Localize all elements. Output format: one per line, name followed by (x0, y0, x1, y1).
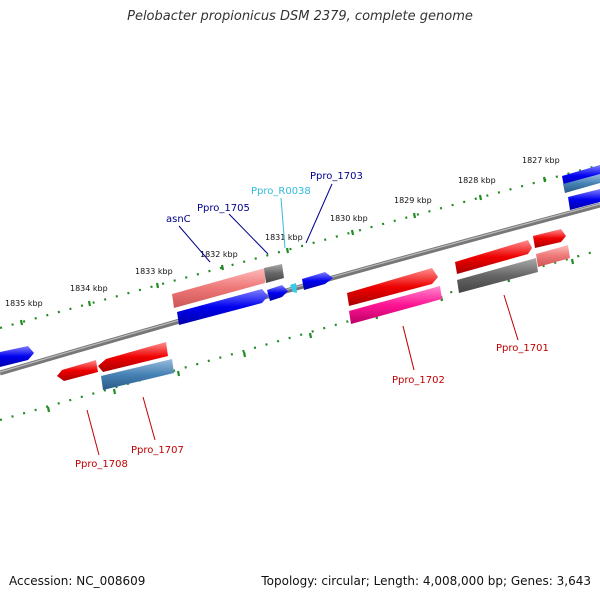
gene-gray-asnC-region[interactable] (264, 264, 284, 283)
label-asnC[interactable]: asnC (166, 214, 191, 225)
label-Ppro_1705[interactable]: Ppro_1705 (197, 203, 250, 214)
gene-blue-edge-right-2[interactable] (568, 189, 600, 210)
tick-label-1827: 1827 kbp (522, 156, 560, 165)
gene-red-upper-right[interactable] (455, 240, 532, 274)
gene-blue-1703[interactable] (302, 272, 333, 290)
genome-summary-text: Topology: circular; Length: 4,008,000 bp… (261, 574, 591, 588)
gene-pink-1701b[interactable] (536, 245, 570, 267)
gene-blue-edge-left[interactable] (0, 346, 34, 367)
gene-pink-1705-region[interactable] (172, 268, 265, 308)
label-Ppro_1702[interactable]: Ppro_1702 (392, 375, 445, 386)
upper-major-ticks (19, 176, 547, 326)
upper-gene-track (0, 165, 600, 367)
lower-gene-track (57, 245, 570, 390)
gene-steel-1707[interactable] (101, 359, 174, 390)
tick-label-1835: 1835 kbp (5, 299, 43, 308)
label-Ppro_1703[interactable]: Ppro_1703 (310, 171, 363, 182)
tick-label-1832: 1832 kbp (200, 250, 238, 259)
gene-gray-1701[interactable] (457, 258, 538, 293)
gene-magenta-1702[interactable] (349, 286, 442, 324)
label-Ppro_1701[interactable]: Ppro_1701 (496, 343, 549, 354)
label-Ppro_1707[interactable]: Ppro_1707 (131, 445, 184, 456)
accession-text: Accession: NC_008609 (9, 574, 146, 588)
gene-red-upper-far-right[interactable] (533, 229, 566, 248)
label-Ppro_R0038[interactable]: Ppro_R0038 (251, 186, 311, 197)
gene-cyan-R0038[interactable] (290, 283, 297, 293)
gene-blue-small-1[interactable] (267, 285, 288, 301)
gene-red-1708[interactable] (57, 360, 98, 381)
gene-blue-1705[interactable] (177, 289, 268, 325)
map-title: Pelobacter propionicus DSM 2379, complet… (127, 9, 473, 24)
tick-label-1833: 1833 kbp (135, 267, 173, 276)
gene-red-1707[interactable] (98, 342, 168, 372)
callout-lines (86, 183, 519, 456)
tick-label-1830: 1830 kbp (330, 214, 368, 223)
tick-label-1829: 1829 kbp (394, 196, 432, 205)
tick-label-1828: 1828 kbp (458, 176, 496, 185)
gene-blue-edge-right[interactable] (562, 165, 600, 187)
gene-steel-edge-right[interactable] (563, 174, 600, 193)
label-Ppro_1708[interactable]: Ppro_1708 (75, 459, 128, 470)
tick-label-1834: 1834 kbp (70, 284, 108, 293)
genome-backbone (0, 202, 600, 376)
gene-red-upper-mid[interactable] (347, 268, 438, 306)
